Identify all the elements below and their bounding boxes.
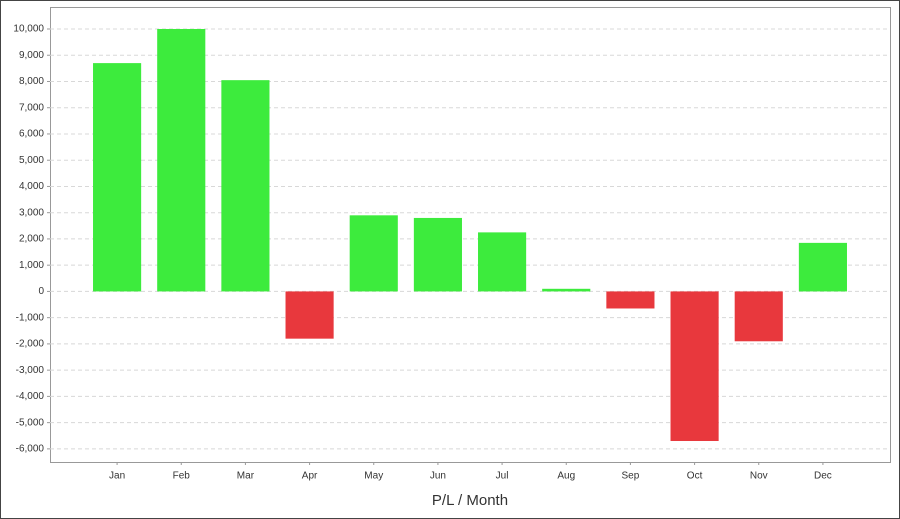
bar [413, 217, 462, 292]
y-tick-label: 4,000 [19, 181, 44, 192]
y-tick-label: 1,000 [19, 260, 44, 271]
y-tick-label: -2,000 [16, 339, 45, 350]
x-tick-label: Sep [622, 471, 640, 482]
y-tick-label: 0 [38, 286, 44, 297]
x-tick-label: Jun [430, 471, 446, 482]
bar [478, 232, 527, 292]
bar [798, 242, 847, 292]
y-tick-label: -5,000 [16, 417, 45, 428]
y-tick-label: -6,000 [16, 444, 45, 455]
x-tick-label: Jul [496, 471, 509, 482]
bar [542, 288, 591, 292]
bar [606, 291, 655, 309]
y-tick-label: -3,000 [16, 365, 45, 376]
y-tick-label: 6,000 [19, 129, 44, 140]
y-tick-label: 3,000 [19, 207, 44, 218]
y-tick-label: 8,000 [19, 76, 44, 87]
bar [349, 215, 398, 292]
y-tick-label: 2,000 [19, 234, 44, 245]
x-tick-label: Mar [237, 471, 255, 482]
bar [93, 63, 142, 292]
bar [221, 80, 270, 292]
x-tick-label: Oct [687, 471, 703, 482]
bar [670, 291, 719, 442]
bar [157, 28, 206, 292]
x-tick-label: Nov [750, 471, 768, 482]
y-tick-label: 5,000 [19, 155, 44, 166]
y-tick-label: -1,000 [16, 312, 45, 323]
y-tick-label: 10,000 [13, 24, 44, 35]
y-tick-label: -4,000 [16, 391, 45, 402]
x-tick-label: Dec [814, 471, 832, 482]
x-tick-label: May [364, 471, 383, 482]
x-axis-label: P/L / Month [432, 492, 508, 509]
y-tick-label: 9,000 [19, 50, 44, 61]
bar [734, 291, 783, 342]
y-tick-label: 7,000 [19, 102, 44, 113]
bar [285, 291, 334, 339]
x-tick-label: Apr [302, 471, 318, 482]
x-tick-label: Jan [109, 471, 125, 482]
x-tick-label: Aug [557, 471, 575, 482]
x-tick-label: Feb [173, 471, 191, 482]
